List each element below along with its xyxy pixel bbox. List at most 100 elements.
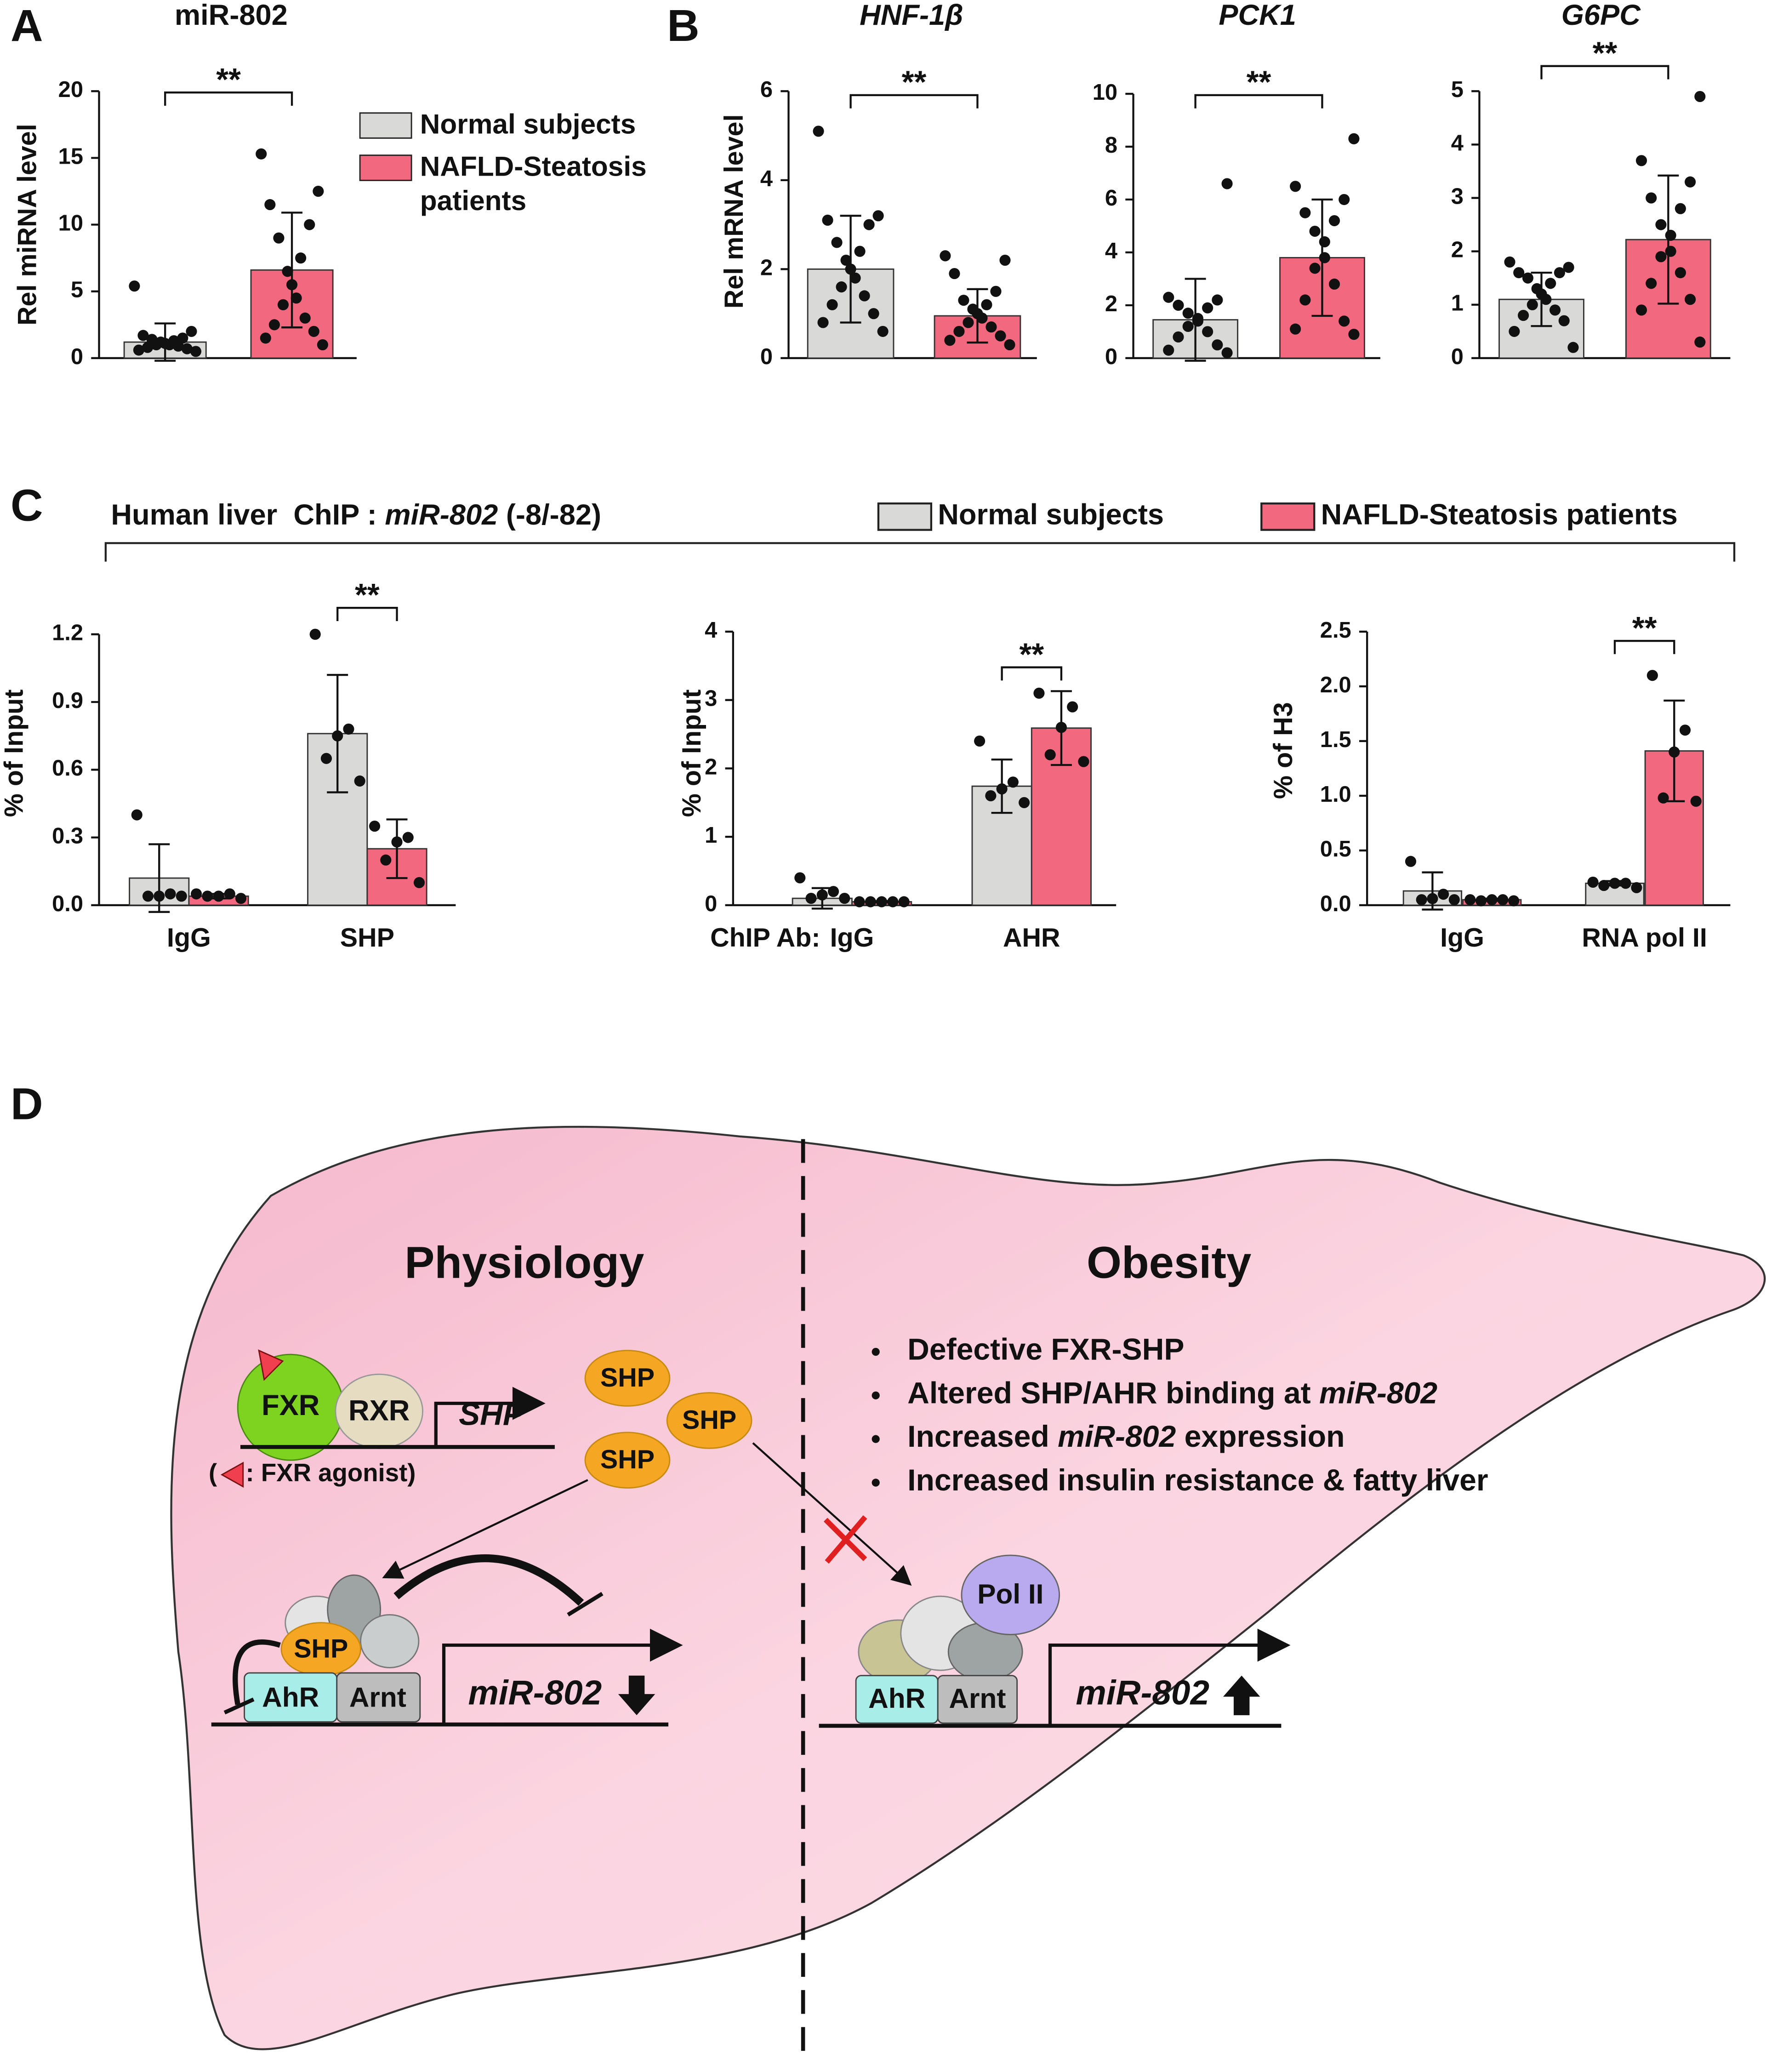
data-point <box>1679 725 1691 736</box>
sig-label: ** <box>902 64 927 100</box>
section-title: Physiology <box>404 1237 644 1287</box>
panel-label: D <box>11 1079 43 1129</box>
arrow <box>434 1387 546 1447</box>
inhibition <box>223 1697 255 1715</box>
bullet <box>872 1435 880 1443</box>
sig-label: ** <box>355 577 380 612</box>
arrow <box>382 1479 588 1579</box>
data-point <box>299 312 311 324</box>
data-point <box>1549 304 1561 316</box>
data-point <box>129 280 140 292</box>
legend-label: NAFLD-Steatosis patients <box>1321 499 1678 531</box>
data-point <box>1163 291 1174 303</box>
bullet-text: Increased miR-802 expression <box>907 1420 1344 1454</box>
data-point <box>1212 339 1223 351</box>
data-point <box>839 892 850 904</box>
data-point <box>155 337 166 348</box>
y-axis-label: Rel mRNA level <box>719 114 749 309</box>
data-point <box>1609 878 1621 889</box>
chart-title: miR-802 <box>175 0 288 31</box>
y-axis-label: % of H3 <box>1269 702 1298 799</box>
data-point <box>1508 895 1520 907</box>
y-tick-label: 10 <box>58 211 83 236</box>
y-tick-label: 5 <box>1451 77 1464 102</box>
data-point <box>268 319 280 331</box>
data-point <box>1221 347 1233 359</box>
y-tick-label: 0.6 <box>52 756 83 781</box>
title-part: miR-802 <box>385 499 498 531</box>
data-point <box>995 330 1006 342</box>
sig-label: ** <box>1593 35 1618 71</box>
data-point <box>817 317 829 328</box>
data-point <box>1290 181 1301 192</box>
y-tick-label: 3 <box>705 686 717 711</box>
data-point <box>1531 283 1543 295</box>
text-part: miR-802 <box>1319 1376 1437 1410</box>
data-point <box>876 896 888 908</box>
inhibition <box>567 1592 604 1617</box>
data-point <box>805 892 817 904</box>
data-point <box>256 148 267 160</box>
y-tick-label: 1 <box>1451 291 1464 316</box>
label: miR-802 <box>468 1673 602 1712</box>
data-point <box>1513 267 1525 279</box>
panel-label: A <box>11 0 43 51</box>
x-tick-label: RNA pol II <box>1582 923 1707 953</box>
bullet-text: Defective FXR-SHP <box>907 1333 1184 1367</box>
data-point <box>317 339 328 350</box>
data-point <box>981 299 992 310</box>
y-tick-label: 0.0 <box>52 891 83 916</box>
data-point <box>1504 256 1515 268</box>
data-point <box>990 285 1002 297</box>
data-point <box>1192 313 1203 324</box>
y-tick-label: 2.5 <box>1320 618 1351 643</box>
data-point <box>1554 267 1565 279</box>
x-tick-label: IgG <box>1440 923 1484 953</box>
data-point <box>1563 262 1574 273</box>
sig-label: ** <box>1019 637 1044 672</box>
data-point <box>354 775 365 787</box>
data-point <box>309 628 321 640</box>
label: AhR <box>262 1681 319 1712</box>
data-point <box>1669 746 1680 758</box>
label: Arnt <box>949 1683 1006 1714</box>
data-point <box>1475 895 1487 907</box>
data-point <box>865 896 876 908</box>
data-point <box>291 292 302 304</box>
data-point <box>1694 337 1706 348</box>
data-point <box>840 254 852 266</box>
data-point <box>845 263 856 275</box>
label: AhR <box>868 1683 925 1714</box>
data-point <box>1339 315 1350 327</box>
label: RXR <box>348 1394 410 1427</box>
y-tick-label: 2 <box>760 255 773 280</box>
panel-label: C <box>11 480 43 530</box>
data-point <box>1464 894 1476 906</box>
data-point <box>1685 294 1696 305</box>
protein <box>336 1672 421 1723</box>
data-point <box>1405 856 1417 867</box>
data-point <box>295 252 307 264</box>
data-point <box>264 199 276 211</box>
data-point <box>1655 219 1667 230</box>
data-point <box>343 723 354 735</box>
sig-bracket <box>1001 666 1063 681</box>
data-point <box>868 308 879 320</box>
data-point <box>1631 882 1642 893</box>
data-point <box>1202 326 1213 337</box>
data-point <box>273 232 285 244</box>
data-point <box>898 896 910 908</box>
data-point <box>1448 894 1460 906</box>
data-point <box>967 303 979 315</box>
data-point <box>224 888 235 900</box>
data-point <box>1545 278 1556 289</box>
data-point <box>1522 272 1534 284</box>
data-point <box>1328 215 1340 227</box>
label: ( <box>209 1459 217 1487</box>
panel-label: B <box>667 0 700 51</box>
data-point <box>1635 155 1647 166</box>
ligand <box>258 1349 284 1381</box>
data-point <box>826 299 838 310</box>
data-point <box>1635 304 1647 316</box>
data-point <box>308 325 319 337</box>
